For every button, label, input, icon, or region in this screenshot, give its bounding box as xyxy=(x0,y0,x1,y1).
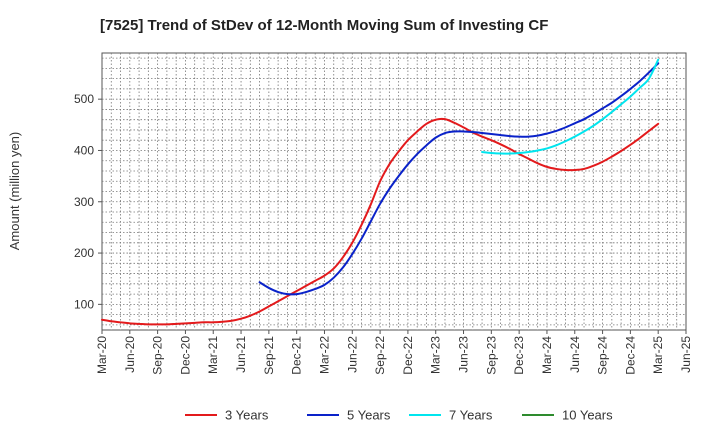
x-tick-label: Mar-25 xyxy=(651,336,665,374)
chart-title: [7525] Trend of StDev of 12-Month Moving… xyxy=(100,17,548,34)
x-tick-label: Jun-20 xyxy=(123,336,137,373)
y-tick-label: 300 xyxy=(74,195,94,209)
y-axis-label: Amount (million yen) xyxy=(7,132,22,251)
series-layer xyxy=(101,58,660,326)
x-tick-label: Mar-22 xyxy=(317,336,331,374)
series-line-5-years xyxy=(258,62,660,296)
y-axis: 100 200 300 400 500 xyxy=(74,92,102,311)
x-tick-label: Sep-20 xyxy=(151,336,165,375)
legend-label-3-years: 3 Years xyxy=(225,408,269,423)
x-tick-label: Mar-20 xyxy=(95,336,109,374)
x-tick-label: Dec-24 xyxy=(623,336,637,375)
x-tick-label: Sep-23 xyxy=(484,336,498,375)
x-tick-label: Dec-22 xyxy=(401,336,415,375)
y-tick-label: 500 xyxy=(74,92,94,106)
x-tick-label: Dec-21 xyxy=(290,336,304,375)
y-tick-label: 400 xyxy=(74,143,94,157)
series-line-7-years xyxy=(481,58,660,155)
x-tick-label: Mar-24 xyxy=(540,336,554,374)
legend-label-7-years: 7 Years xyxy=(449,408,493,423)
x-tick-label: Mar-23 xyxy=(429,336,443,374)
series-line-3-years xyxy=(101,117,660,326)
x-tick-label: Jun-22 xyxy=(345,336,359,373)
x-tick-label: Dec-20 xyxy=(178,336,192,375)
x-tick-label: Jun-25 xyxy=(679,336,693,373)
legend-label-5-years: 5 Years xyxy=(347,408,391,423)
y-tick-label: 200 xyxy=(74,246,94,260)
x-tick-label: Mar-21 xyxy=(206,336,220,374)
x-tick-label: Sep-24 xyxy=(596,336,610,375)
x-tick-label: Dec-23 xyxy=(512,336,526,375)
grid xyxy=(102,53,686,330)
x-tick-label: Sep-22 xyxy=(373,336,387,375)
y-tick-label: 100 xyxy=(74,297,94,311)
legend: 3 Years 5 Years 7 Years 10 Years xyxy=(185,408,613,423)
x-axis: Mar-20 Jun-20 Sep-20 Dec-20 Mar-21 Jun-21 Sep-… xyxy=(95,330,693,375)
x-tick-label: Sep-21 xyxy=(262,336,276,375)
x-tick-label: Jun-21 xyxy=(234,336,248,373)
legend-label-10-years: 10 Years xyxy=(562,408,613,423)
x-tick-label: Jun-23 xyxy=(457,336,471,373)
x-tick-label: Jun-24 xyxy=(568,336,582,373)
